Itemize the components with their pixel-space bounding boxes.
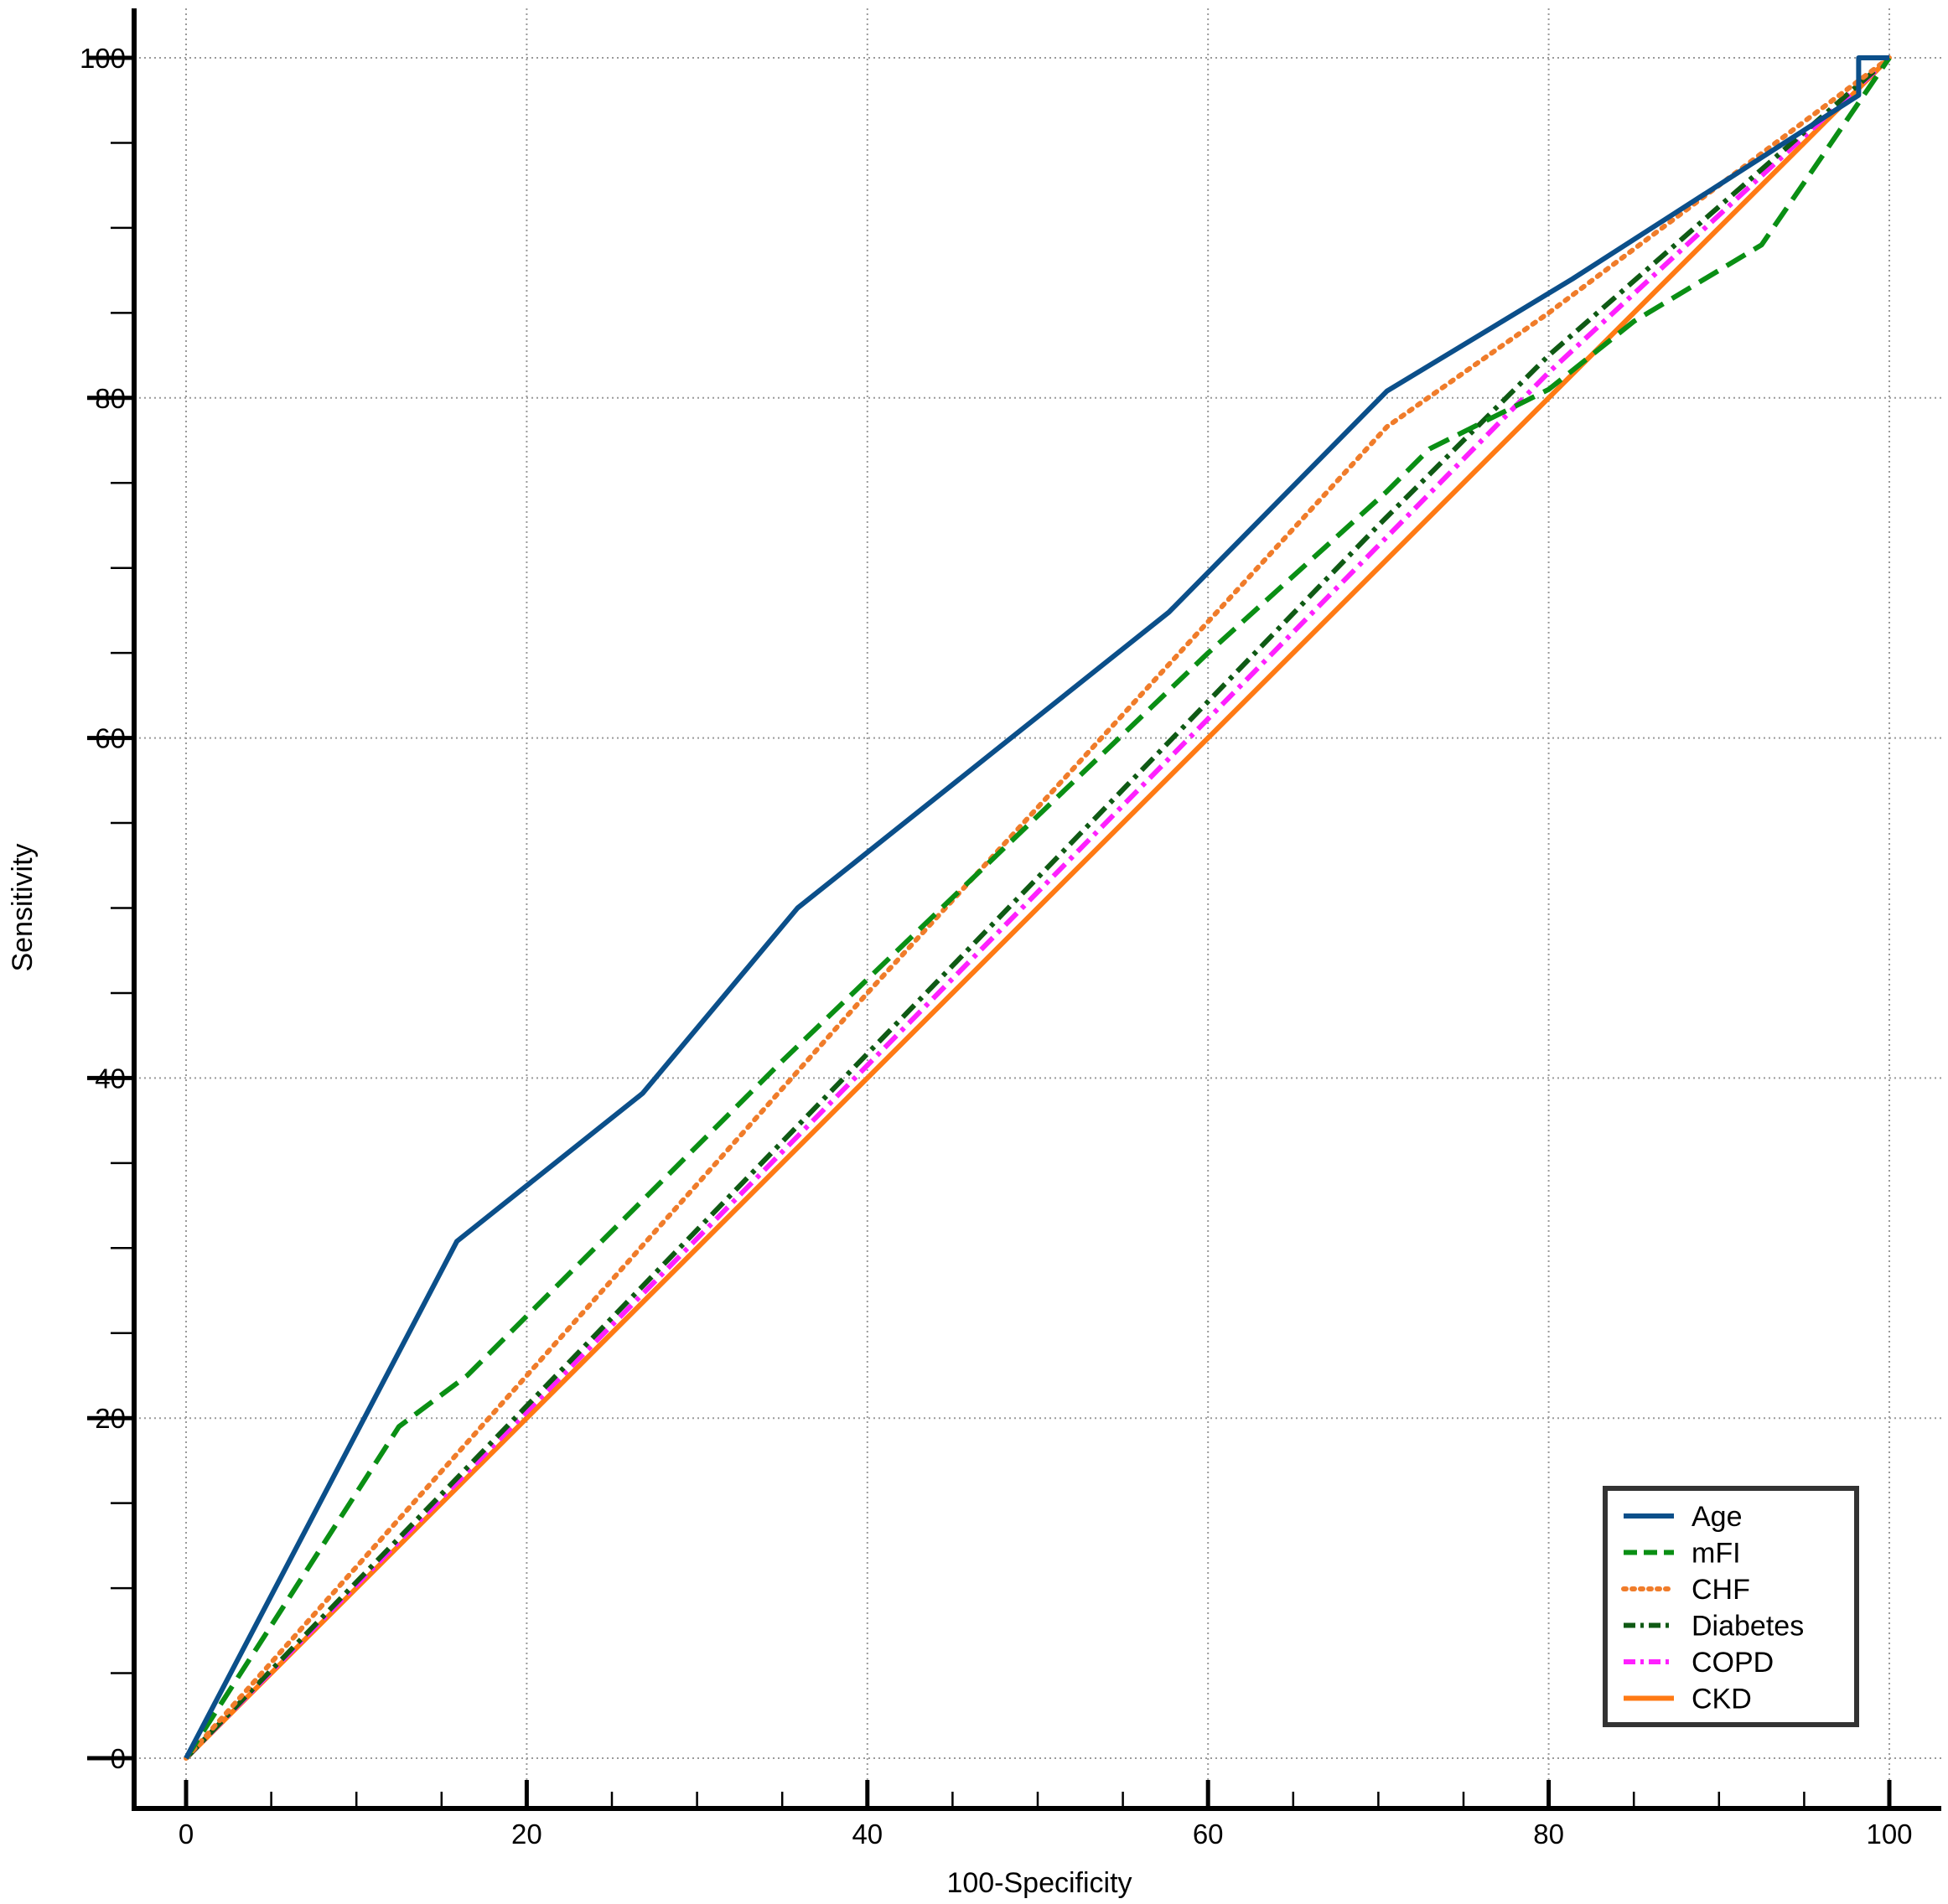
x-tick-label: 60 (1193, 1819, 1224, 1850)
legend-label-ckd: CKD (1692, 1684, 1752, 1715)
series-lines (184, 55, 1892, 1761)
x-tick-label: 100 (1866, 1819, 1912, 1850)
series-line-chf (184, 55, 1892, 1761)
series-line-age (184, 55, 1889, 1760)
series-line-diabetes (184, 55, 1891, 1761)
axes (87, 8, 1941, 1811)
grid-lines (134, 8, 1941, 1808)
y-tick-label: 80 (95, 383, 126, 414)
y-tick-label: 20 (95, 1403, 126, 1434)
x-tick-label: 80 (1533, 1819, 1564, 1850)
y-tick-label: 60 (95, 723, 126, 754)
x-axis-title: 100-Specificity (946, 1867, 1132, 1899)
x-tick-label: 20 (511, 1819, 542, 1850)
y-tick-label: 0 (111, 1743, 126, 1774)
legend: Age mFI CHF Diabetes COPD CKD (1603, 1486, 1859, 1727)
legend-label-diabetes: Diabetes (1692, 1611, 1804, 1643)
y-tick-label: 100 (80, 43, 126, 74)
legend-entries: Age mFI CHF Diabetes COPD CKD (1621, 1501, 1804, 1715)
y-axis-title: Sensitivity (7, 843, 39, 971)
legend-label-chf: CHF (1692, 1574, 1750, 1606)
legend-box (1603, 1486, 1859, 1727)
x-tick-label: 0 (179, 1819, 194, 1850)
y-tick-labels: 0 20 40 60 80 100 (80, 43, 126, 1774)
legend-label-copd: COPD (1692, 1647, 1774, 1679)
legend-label-mfi: mFI (1692, 1538, 1741, 1570)
legend-label-age: Age (1692, 1501, 1743, 1533)
x-tick-labels: 0 20 40 60 80 100 (179, 1819, 1913, 1850)
x-tick-label: 40 (852, 1819, 883, 1850)
y-tick-label: 40 (95, 1063, 126, 1094)
series-line-mfi (184, 56, 1892, 1760)
